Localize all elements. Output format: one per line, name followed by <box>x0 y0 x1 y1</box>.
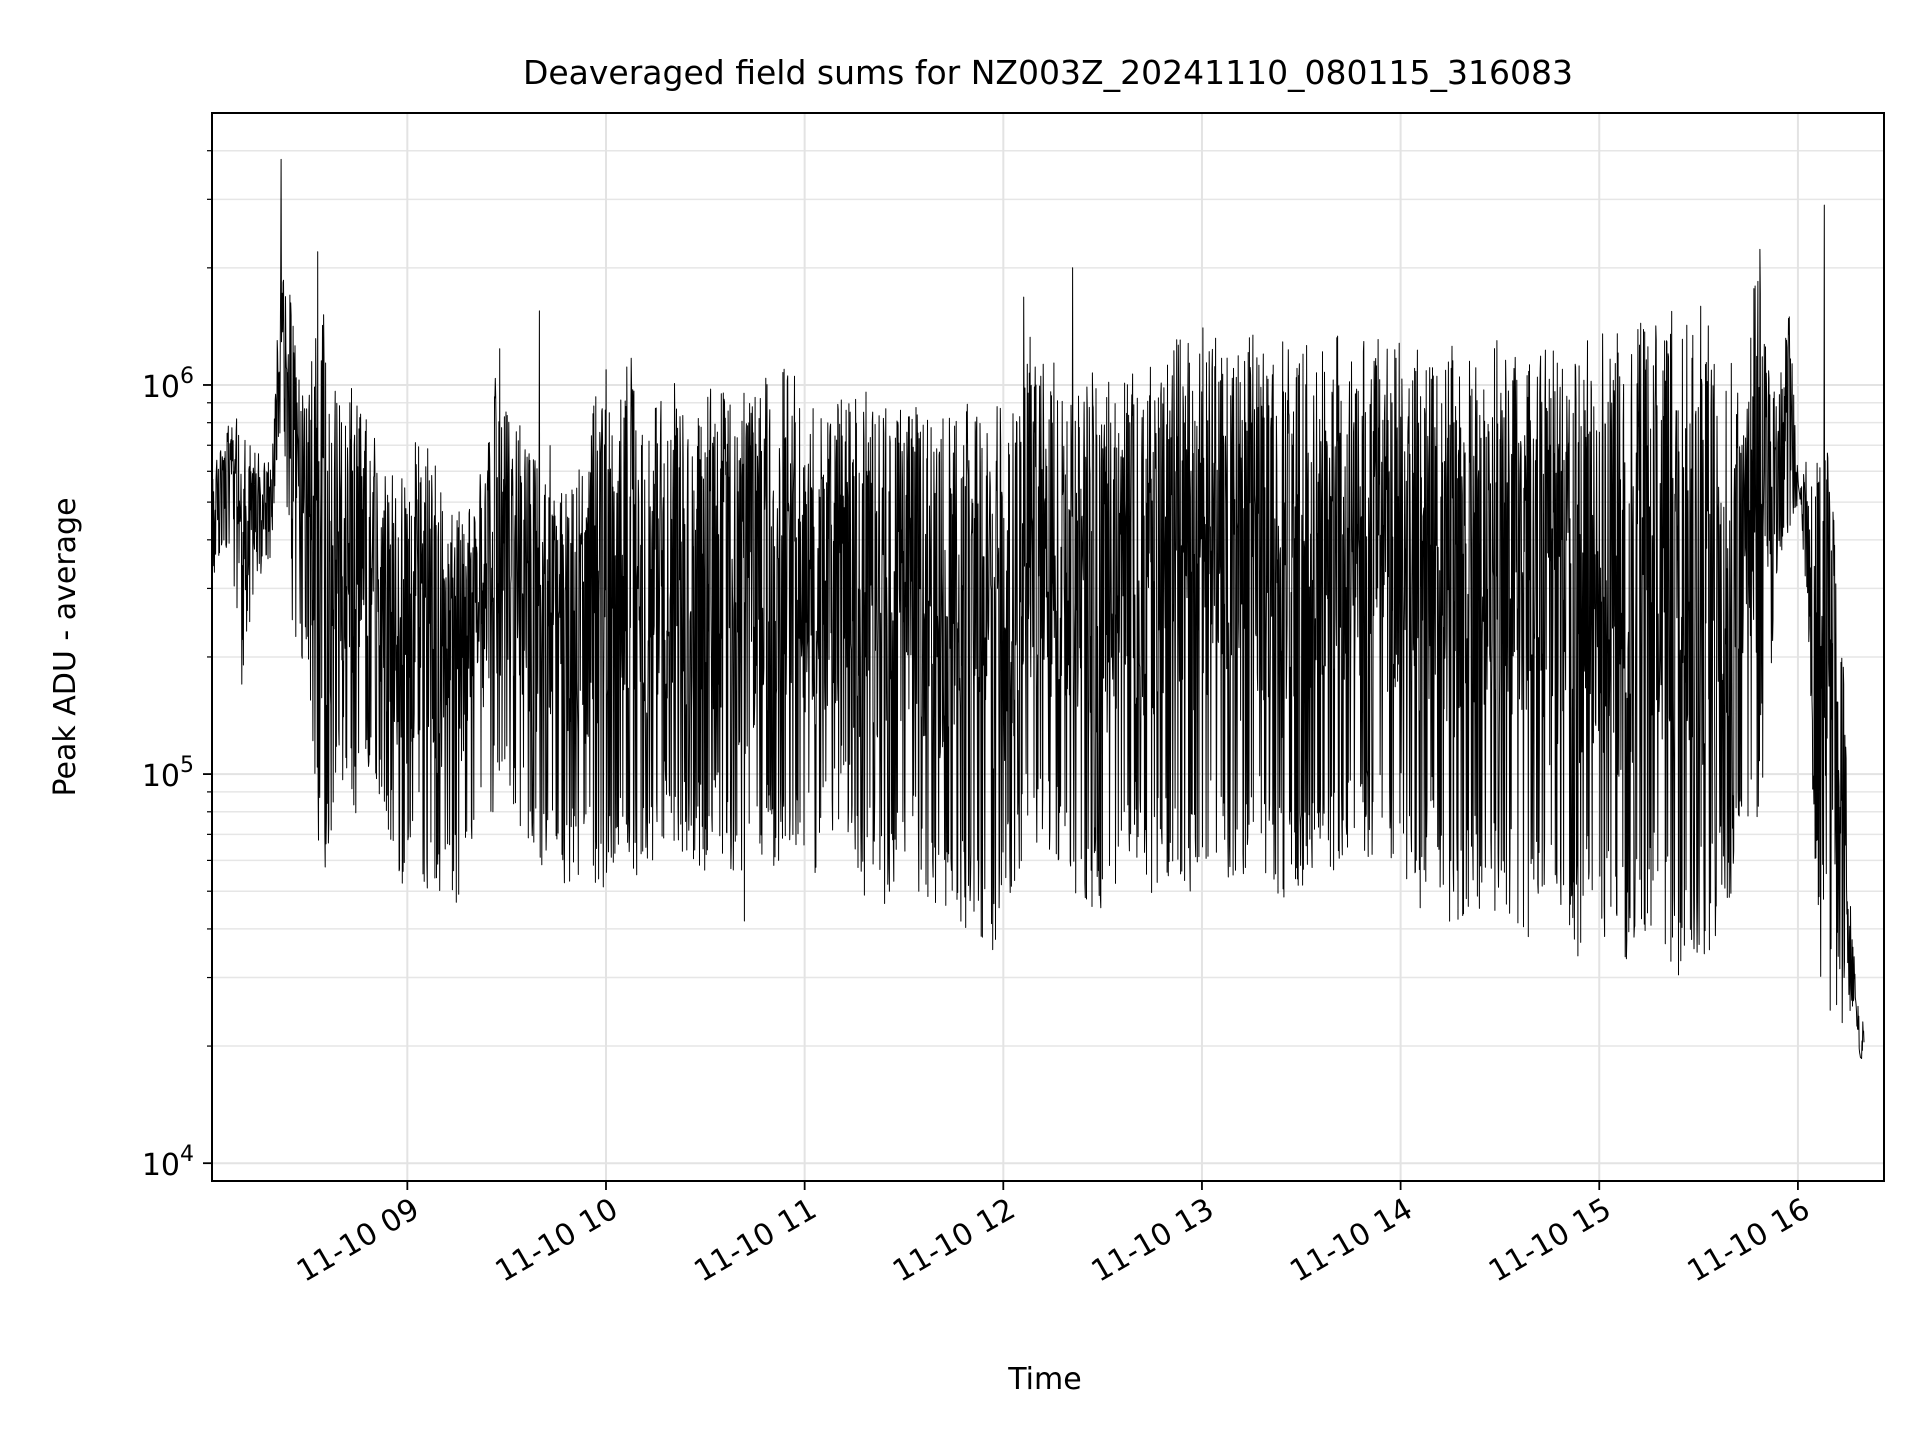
y-tick-label: 104 <box>142 1142 194 1183</box>
x-axis-label: Time <box>1007 1362 1081 1397</box>
data-series <box>211 158 1865 1059</box>
series-line <box>211 158 1865 1059</box>
plot-frame <box>211 112 1885 1182</box>
y-tick-label: 106 <box>142 364 194 405</box>
y-tick-label: 105 <box>142 753 194 794</box>
y-axis-label: Peak ADU - average <box>48 497 83 796</box>
chart-title: Deaveraged field sums for NZ003Z_2024111… <box>523 53 1573 92</box>
